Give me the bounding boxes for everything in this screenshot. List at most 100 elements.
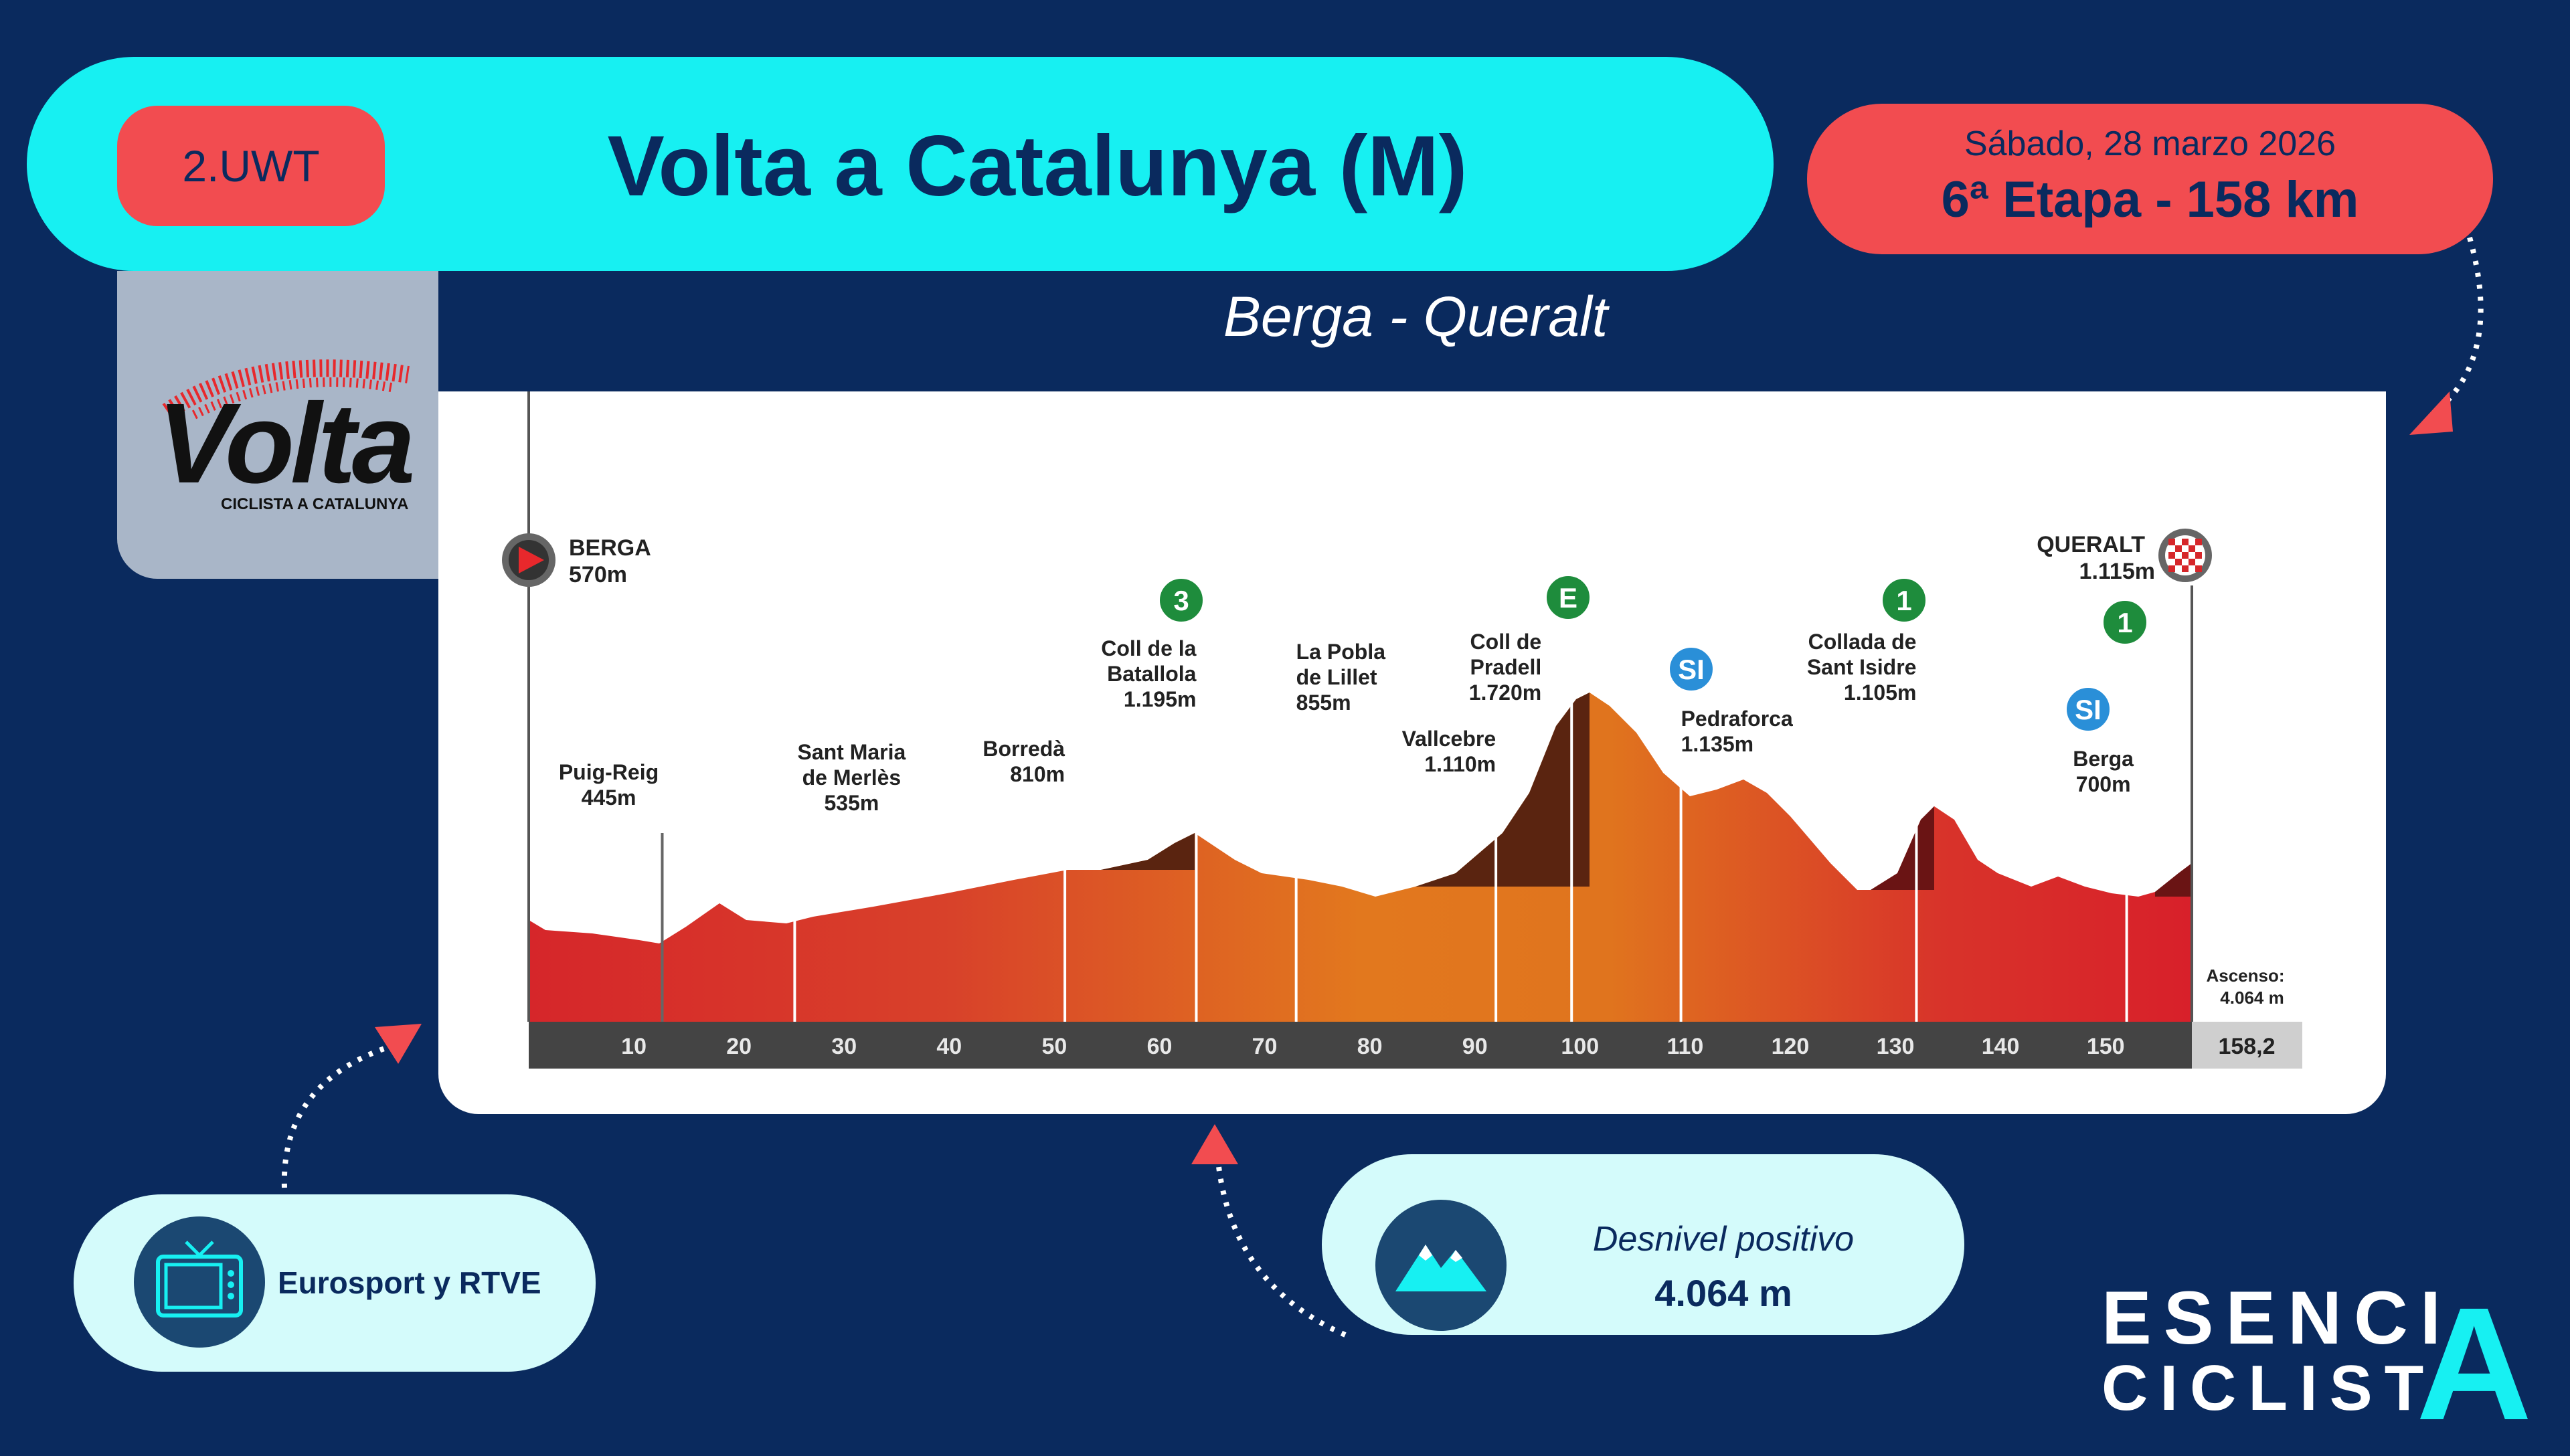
race-title: Volta a Catalunya (M) [607, 118, 1468, 214]
km-tick-label: 30 [831, 1034, 857, 1059]
waypoint-label: Coll de la [1101, 636, 1196, 660]
waypoint-label: 1.105m [1844, 680, 1917, 705]
logo-wordmark: Volta [157, 380, 415, 507]
elevation-gain-value: 4.064 m [1654, 1272, 1792, 1314]
climb-category-label: SI [2075, 694, 2102, 725]
waypoint-label: La Pobla [1296, 640, 1386, 664]
arrow-to-profile-from-date [2434, 236, 2484, 414]
checker-square [2168, 539, 2175, 545]
climb-category-badge-icon [1544, 573, 1592, 622]
route-title: Berga - Queralt [1223, 285, 1608, 348]
checker-square [2195, 552, 2202, 559]
brand-line-2: CICLIST [2102, 1352, 2436, 1424]
finish-altitude: 1.115m [2079, 559, 2155, 584]
arrow-head-elevation [1191, 1124, 1238, 1164]
climb-category-label: 1 [1896, 585, 1911, 616]
km-tick-label: 60 [1147, 1034, 1173, 1059]
waypoint-label: Puig-Reig [559, 760, 659, 784]
climb-category-badge-icon [2101, 598, 2149, 646]
waypoint-label: Batallola [1107, 662, 1197, 686]
km-tick-label: 130 [1877, 1034, 1915, 1059]
km-tick-label: 100 [1561, 1034, 1599, 1059]
waypoint-label: 1.720m [1469, 680, 1542, 705]
waypoint-label: Pedraforca [1681, 707, 1793, 731]
total-distance-box [2192, 1022, 2302, 1069]
waypoint-label: 1.110m [1424, 752, 1496, 776]
climb-category-badge-icon [2064, 685, 2112, 733]
checker-square [2175, 559, 2182, 565]
climb-category-label: E [1559, 582, 1577, 614]
checker-square [2195, 539, 2202, 545]
climb-category-badge-icon [1667, 645, 1715, 693]
waypoint-label: 700m [2076, 772, 2131, 796]
waypoint-label: 535m [824, 791, 879, 815]
checkered-flag-icon [2168, 539, 2202, 572]
total-distance: 158,2 [2218, 1034, 2275, 1059]
elevation-gain-title: Desnivel positivo [1592, 1220, 1855, 1259]
km-tick-label: 120 [1772, 1034, 1810, 1059]
waypoint-label: Borredà [982, 737, 1065, 761]
waypoint-label: Pradell [1470, 655, 1542, 679]
terrain-area [529, 693, 2192, 1022]
waypoint-label: Coll de [1470, 630, 1542, 654]
waypoint-label: 1.195m [1124, 687, 1197, 711]
km-tick-label: 110 [1666, 1034, 1703, 1059]
climb-coll-de-la-batallola [1067, 833, 1195, 870]
km-tick-label: 140 [1982, 1034, 2020, 1059]
waypoint-label: Berga [2073, 747, 2134, 771]
km-tick-label: 90 [1462, 1034, 1488, 1059]
waypoint-label: 1.135m [1681, 732, 1754, 756]
climb-coll-de-pradell [1416, 693, 1590, 887]
broadcast-label: Eurosport y RTVE [278, 1265, 541, 1300]
checker-square [2175, 545, 2182, 552]
checker-square [2189, 559, 2195, 565]
checker-square [2195, 565, 2202, 572]
category-label: 2.UWT [182, 141, 320, 191]
climb-category-badge-icon [1157, 576, 1205, 624]
km-tick-label: 10 [621, 1034, 647, 1059]
checker-square [2182, 565, 2189, 572]
ascent-label: Ascenso: [2206, 966, 2284, 986]
km-tick-labels: 10 20 30 40 50 60 70 80 90 100 110 120 130 140 150 [621, 1034, 2124, 1059]
km-tick-label: 150 [2087, 1034, 2125, 1059]
waypoint-label: de Merlès [802, 765, 902, 790]
climb-category-badge-icon [1880, 576, 1928, 624]
ascent-value: 4.064 m [2220, 988, 2284, 1008]
finish-name: QUERALT [2037, 532, 2145, 557]
waypoint-label: 810m [1010, 762, 1065, 786]
checker-square [2168, 565, 2175, 572]
climb-queralt [2155, 863, 2192, 897]
km-axis-bar [529, 1022, 2192, 1069]
start-altitude: 570m [569, 562, 627, 587]
race-date: Sábado, 28 marzo 2026 [1964, 124, 2336, 163]
waypoint-label: Sant Isidre [1807, 655, 1917, 679]
start-name: BERGA [569, 535, 651, 561]
arrow-to-profile-from-tv [281, 1044, 390, 1188]
climb-category-label: SI [1678, 654, 1705, 685]
arrow-head-date [2409, 391, 2453, 435]
waypoint-label: Collada de [1808, 630, 1917, 654]
checker-square [2189, 545, 2195, 552]
tv-icon [156, 1241, 243, 1317]
arrow-head-tv [375, 1024, 422, 1064]
tv-icon-circle [134, 1216, 265, 1348]
logo-subtitle: CICLISTA A CATALUNYA [221, 495, 409, 513]
brand-letter: A [2416, 1274, 2533, 1453]
start-arrow-icon [519, 547, 544, 573]
stage-info: 6ª Etapa - 158 km [1941, 171, 2359, 228]
km-tick-label: 80 [1357, 1034, 1383, 1059]
km-tick-label: 20 [726, 1034, 752, 1059]
climb-category-label: 1 [2117, 607, 2132, 638]
checker-square [2182, 552, 2189, 559]
waypoint-label: Vallcebre [1402, 727, 1496, 751]
checker-square [2182, 539, 2189, 545]
waypoint-label: Sant Maria [797, 740, 906, 764]
category-badge: 2.UWT [117, 106, 385, 226]
waypoint-label: 445m [582, 786, 636, 810]
stage-profile-chart: 158,2 10 20 30 40 50 60 70 80 90 100 110 120 130 140 1… [502, 391, 2302, 1069]
climb-category-label: 3 [1173, 585, 1189, 616]
km-tick-label: 70 [1252, 1034, 1278, 1059]
waypoint-label: 855m [1296, 691, 1351, 715]
mountain-icon-circle [1375, 1200, 1507, 1331]
